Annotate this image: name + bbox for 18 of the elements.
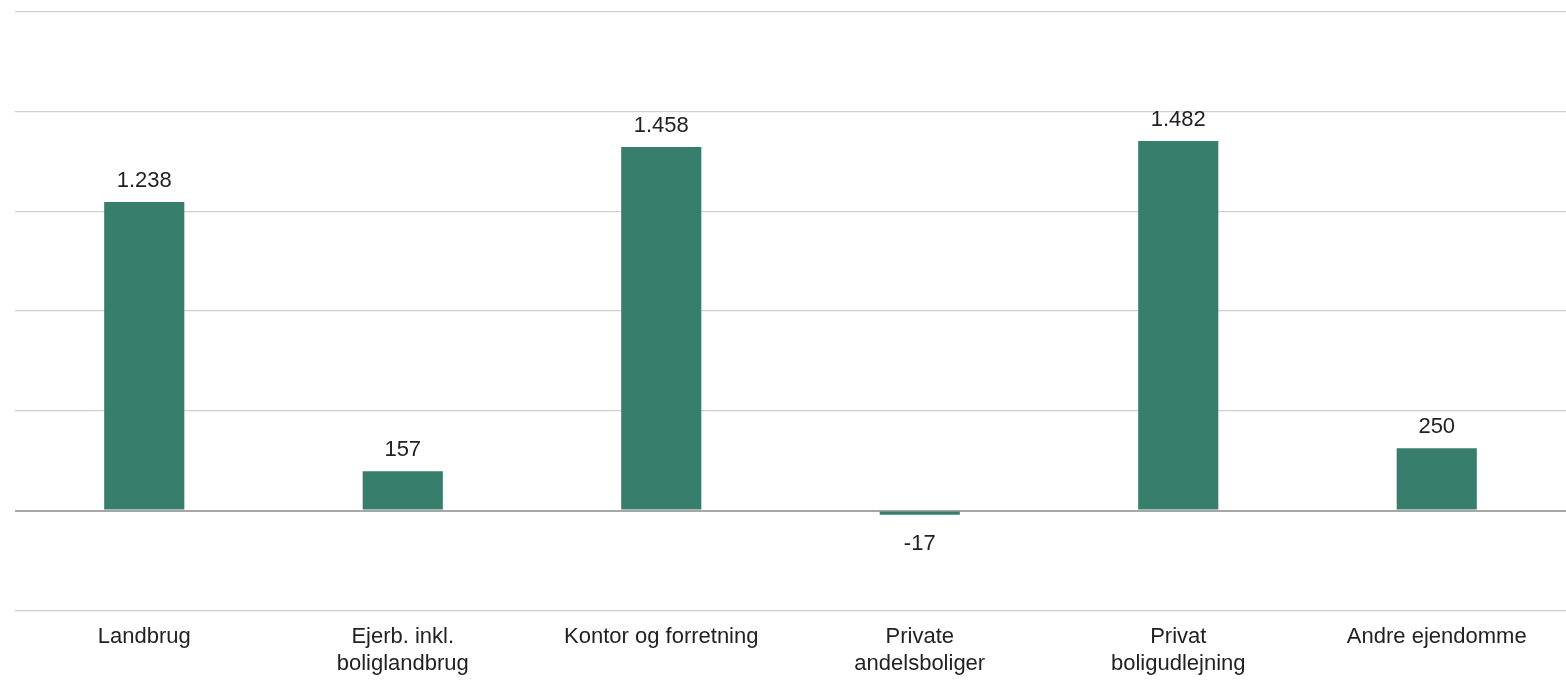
data-label: 1.482 <box>1150 106 1206 132</box>
x-tick-label: Andre ejendomme <box>1346 623 1527 649</box>
bar <box>104 201 185 510</box>
bar <box>621 147 702 510</box>
data-label: -17 <box>903 529 936 555</box>
x-tick-label: Landbrug <box>97 623 191 649</box>
x-tick-label: Ejerb. inkl. boliglandbrug <box>336 623 469 675</box>
data-label: 1.458 <box>633 112 689 138</box>
bar <box>362 471 443 510</box>
data-label: 1.238 <box>116 166 172 192</box>
x-tick-label: Private andelsboliger <box>854 623 986 675</box>
bar <box>879 511 960 515</box>
bar <box>1138 141 1219 510</box>
bar <box>1396 448 1477 510</box>
x-tick-label: Privat boligudlejning <box>1110 623 1246 675</box>
x-tick-label: Kontor og forretning <box>564 623 759 649</box>
data-label: 250 <box>1418 413 1456 439</box>
data-label: 157 <box>384 436 422 462</box>
